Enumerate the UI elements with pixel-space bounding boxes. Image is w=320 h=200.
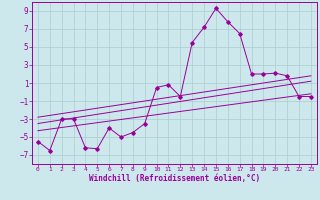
X-axis label: Windchill (Refroidissement éolien,°C): Windchill (Refroidissement éolien,°C) [89, 174, 260, 183]
